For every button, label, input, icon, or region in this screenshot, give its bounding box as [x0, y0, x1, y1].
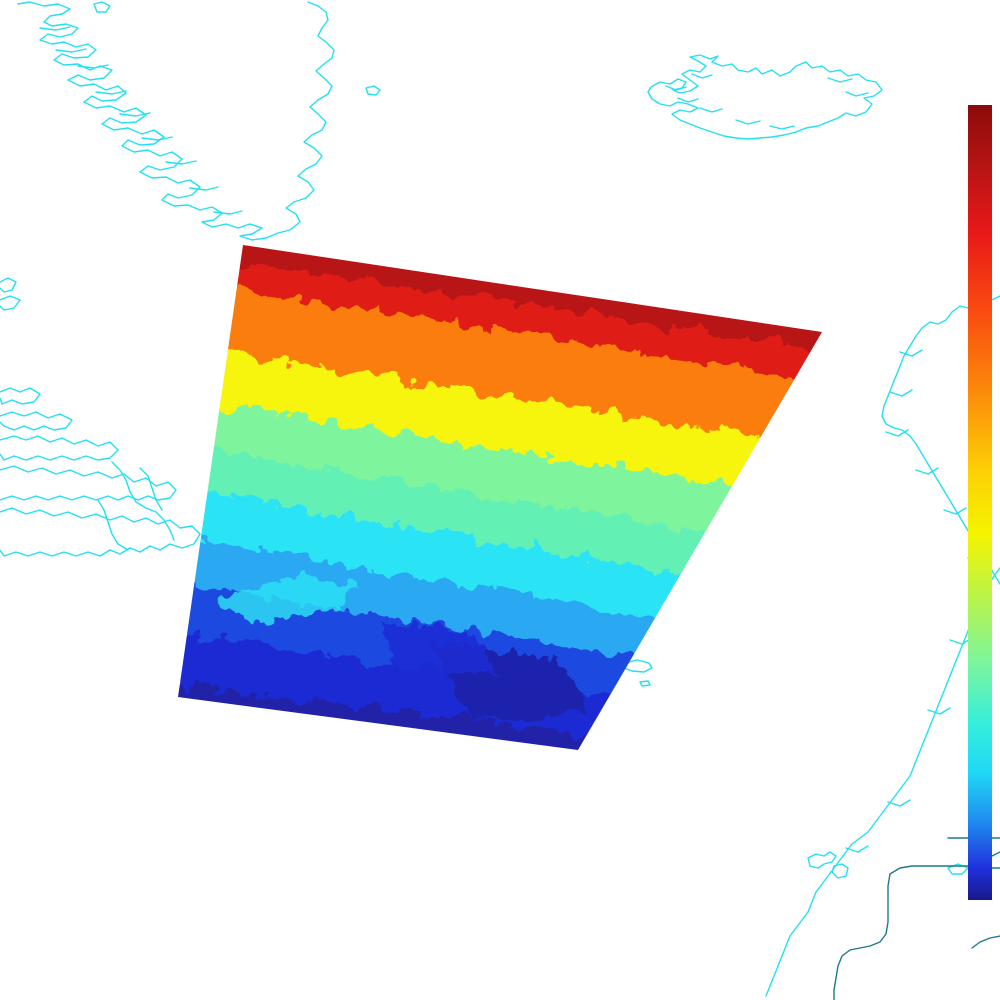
swath-band-yellow	[202, 350, 812, 498]
swath-band-orange	[210, 288, 822, 448]
norway-islet-lofoten	[947, 863, 969, 875]
norway-sweden-border	[833, 865, 1000, 1000]
faroe-islands-coastline	[807, 851, 837, 869]
jet-colorbar[interactable]	[968, 105, 992, 900]
norway-coastline	[881, 295, 1000, 585]
border-spur-east	[971, 935, 1000, 949]
iceland-coastline	[647, 54, 883, 140]
swath-band-mint	[196, 402, 800, 548]
greenland-small-island	[93, 1, 111, 13]
swath-band-red	[220, 260, 822, 382]
labrador-peninsula-detail	[97, 461, 175, 551]
greenland-offshore-islet	[365, 85, 381, 96]
greenland-coastline	[17, 1, 335, 241]
jan-mayen-islet	[639, 680, 651, 687]
faroe-islands-south	[831, 863, 849, 879]
swath-band-cyan	[186, 490, 770, 636]
greenland-inlet-detail	[39, 26, 243, 215]
swath-cyan-filament	[215, 575, 360, 622]
baffin-labrador-coastline	[0, 277, 201, 557]
swath-contour-bands	[178, 245, 822, 750]
swath-band-spring-green	[190, 448, 786, 592]
swath-deepblue-pocket	[380, 620, 500, 676]
swath-band-azure	[182, 538, 752, 674]
iceland-fjord-detail	[665, 73, 869, 130]
swath-band-deep-blue	[178, 632, 712, 748]
